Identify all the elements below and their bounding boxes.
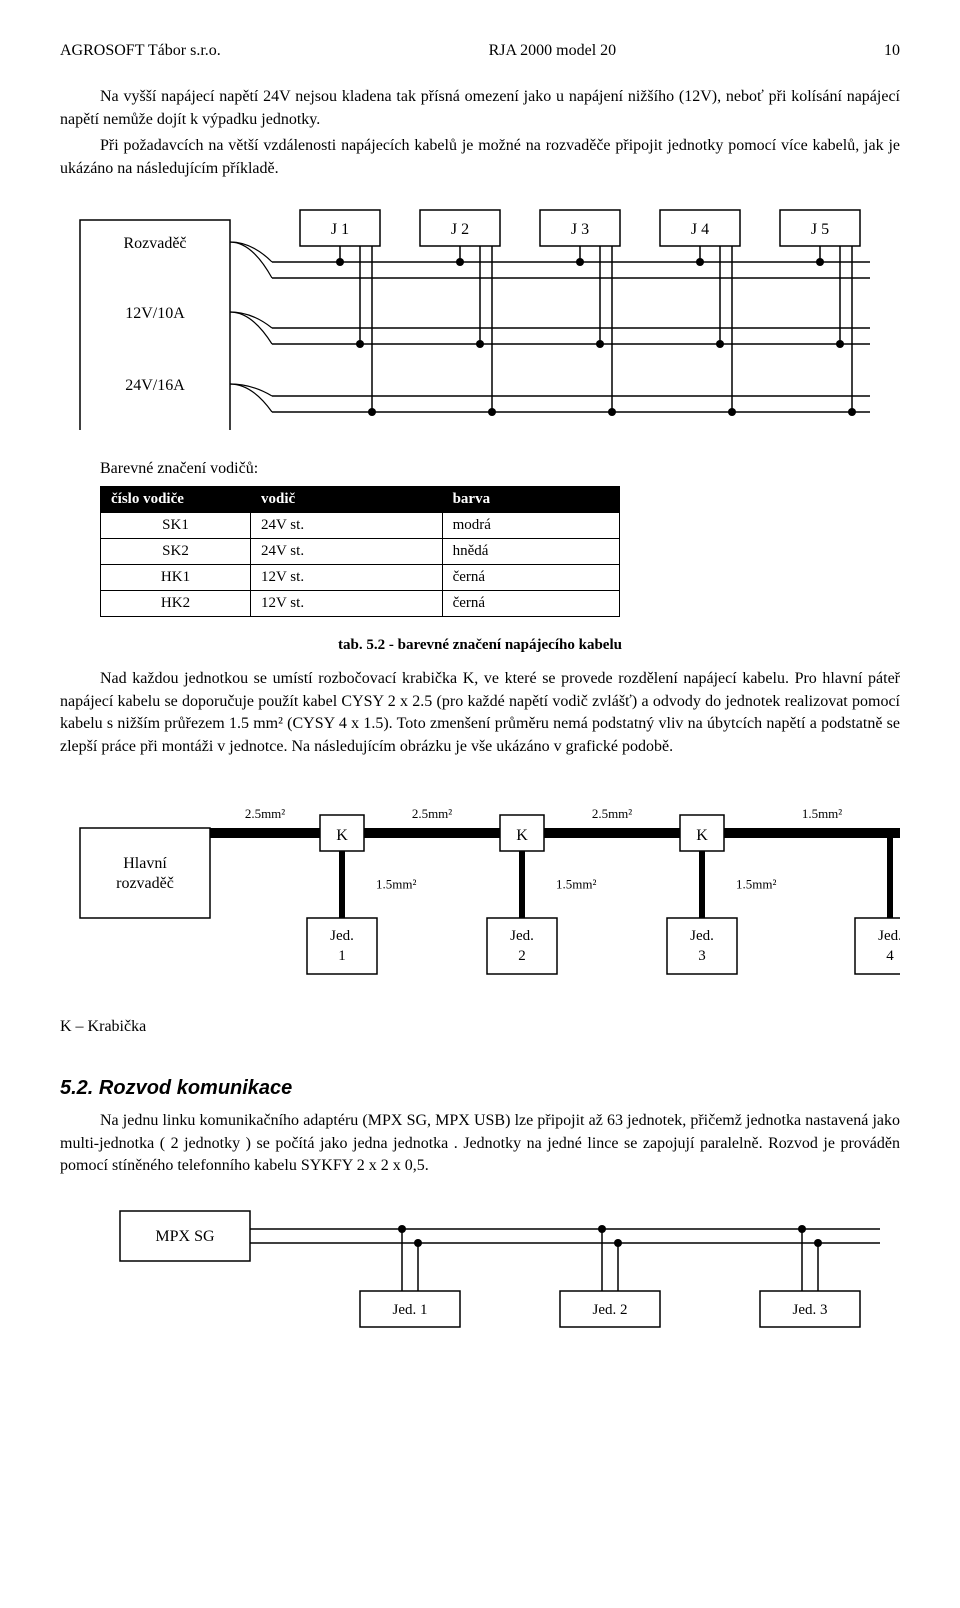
svg-text:Jed.: Jed.	[690, 928, 714, 944]
svg-text:1.5mm²: 1.5mm²	[556, 876, 596, 891]
wire-table-title: Barevné značení vodičů:	[100, 458, 900, 480]
svg-text:K: K	[696, 827, 708, 844]
svg-text:2.5mm²: 2.5mm²	[245, 806, 285, 821]
svg-text:1.5mm²: 1.5mm²	[736, 876, 776, 891]
svg-text:12V/10A: 12V/10A	[125, 305, 185, 322]
svg-text:4: 4	[886, 948, 894, 964]
wire-table-section: Barevné značení vodičů: číslo vodičevodi…	[100, 458, 900, 617]
svg-text:K: K	[336, 827, 348, 844]
svg-text:J 4: J 4	[691, 221, 709, 238]
table-caption: tab. 5.2 - barevné značení napájecího ka…	[60, 635, 900, 656]
k-note: K – Krabička	[60, 1016, 900, 1038]
svg-text:3: 3	[698, 948, 706, 964]
table-cell: černá	[442, 591, 619, 617]
svg-text:Jed. 2: Jed. 2	[593, 1302, 628, 1318]
svg-text:rozvaděč: rozvaděč	[116, 875, 174, 892]
svg-text:1: 1	[338, 948, 346, 964]
cable-diagram-2: Hlavní rozvaděč K K K 2.5mm² 2.5mm² 2.5mm² 1.5mm…	[60, 778, 900, 988]
paragraph-2: Při požadavcích na větší vzdálenosti nap…	[60, 135, 900, 180]
table-cell: 12V st.	[251, 591, 443, 617]
table-row: SK224V st.hnědá	[101, 539, 620, 565]
table-cell: HK1	[101, 565, 251, 591]
svg-text:J 1: J 1	[331, 221, 349, 238]
svg-text:Jed.: Jed.	[510, 928, 534, 944]
bus-diagram-1: Rozvaděč 12V/10A 24V/16A J 1 J 2 J 3 J 4 J 5	[60, 200, 900, 430]
table-cell: 24V st.	[251, 539, 443, 565]
table-row: SK124V st.modrá	[101, 513, 620, 539]
paragraph-3: Nad každou jednotkou se umístí rozbočova…	[60, 668, 900, 758]
svg-text:J 3: J 3	[571, 221, 589, 238]
svg-text:Jed. 1: Jed. 1	[393, 1302, 428, 1318]
table-cell: černá	[442, 565, 619, 591]
mpx-diagram-3: MPX SG Jed. 1 Jed. 2 Jed. 3	[60, 1201, 900, 1341]
table-row: HK112V st.černá	[101, 565, 620, 591]
table-cell: SK1	[101, 513, 251, 539]
svg-text:Hlavní: Hlavní	[123, 855, 167, 872]
header-left: AGROSOFT Tábor s.r.o.	[60, 40, 221, 62]
table-header-cell: číslo vodiče	[101, 487, 251, 513]
table-cell: 12V st.	[251, 565, 443, 591]
svg-text:Jed. 3: Jed. 3	[793, 1302, 828, 1318]
table-cell: modrá	[442, 513, 619, 539]
wire-table: číslo vodičevodičbarva SK124V st.modráSK…	[100, 486, 620, 617]
svg-text:K: K	[516, 827, 528, 844]
svg-text:1.5mm²: 1.5mm²	[802, 806, 842, 821]
paragraph-1: Na vyšší napájecí napětí 24V nejsou klad…	[60, 86, 900, 131]
svg-text:2: 2	[518, 948, 526, 964]
table-cell: 24V st.	[251, 513, 443, 539]
svg-text:24V/16A: 24V/16A	[125, 377, 185, 394]
table-cell: SK2	[101, 539, 251, 565]
svg-text:J 5: J 5	[811, 221, 829, 238]
svg-text:2.5mm²: 2.5mm²	[412, 806, 452, 821]
section-5-2-title: 5.2. Rozvod komunikace	[60, 1074, 900, 1102]
table-cell: HK2	[101, 591, 251, 617]
svg-text:Jed.: Jed.	[330, 928, 354, 944]
svg-text:MPX SG: MPX SG	[155, 1228, 215, 1245]
svg-text:1.5mm²: 1.5mm²	[376, 876, 416, 891]
table-row: HK212V st.černá	[101, 591, 620, 617]
table-header-cell: barva	[442, 487, 619, 513]
table-header-cell: vodič	[251, 487, 443, 513]
svg-text:Rozvaděč: Rozvaděč	[123, 235, 186, 252]
page-header: AGROSOFT Tábor s.r.o. RJA 2000 model 20 …	[60, 40, 900, 62]
svg-text:J 2: J 2	[451, 221, 469, 238]
header-right: 10	[884, 40, 900, 62]
header-center: RJA 2000 model 20	[489, 40, 617, 62]
table-cell: hnědá	[442, 539, 619, 565]
svg-text:2.5mm²: 2.5mm²	[592, 806, 632, 821]
svg-text:Jed.: Jed.	[878, 928, 900, 944]
paragraph-4: Na jednu linku komunikačního adaptéru (M…	[60, 1110, 900, 1177]
